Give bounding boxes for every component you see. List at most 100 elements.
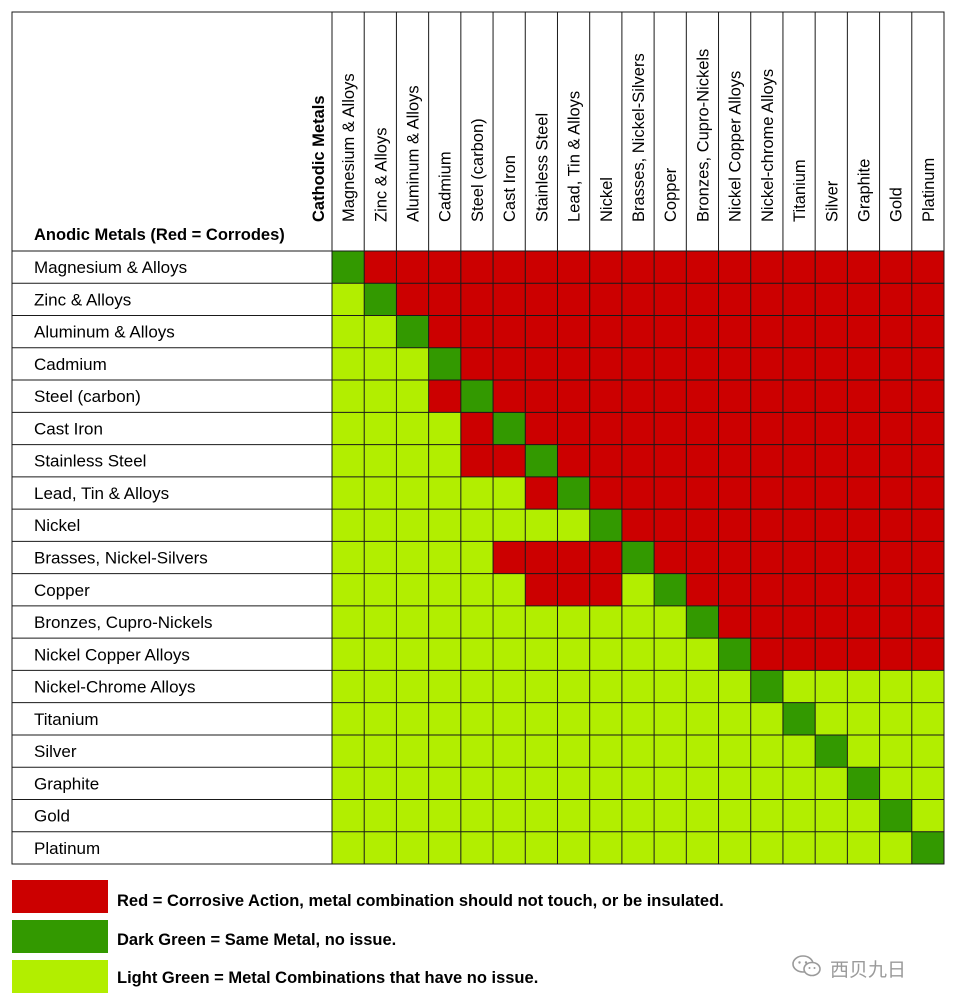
cell-same-metal (364, 283, 397, 316)
cell-no-issue (364, 702, 397, 736)
cell-no-issue (428, 605, 462, 639)
cell-corrosive (557, 573, 590, 607)
cell-corrosive (525, 251, 558, 284)
cell-no-issue (428, 476, 462, 510)
row-label: Gold (34, 807, 70, 826)
cell-corrosive (911, 283, 945, 316)
column-label: Magnesium & Alloys (340, 73, 358, 222)
cell-corrosive (525, 573, 558, 607)
cell-corrosive (815, 283, 848, 316)
cell-corrosive (879, 412, 913, 445)
column-label: Copper (662, 167, 680, 222)
cell-no-issue (911, 799, 945, 833)
cell-corrosive (493, 315, 526, 349)
cell-no-issue (525, 638, 558, 671)
cell-corrosive (621, 380, 655, 413)
cell-corrosive (396, 251, 429, 284)
cell-corrosive (718, 476, 752, 510)
cell-no-issue (396, 444, 429, 478)
cell-corrosive (750, 476, 784, 510)
cell-no-issue (460, 670, 494, 703)
wechat-icon (792, 954, 822, 983)
cell-corrosive (782, 412, 816, 445)
cell-corrosive (750, 638, 784, 671)
column-label: Nickel-chrome Alloys (759, 69, 777, 222)
cell-corrosive (654, 283, 687, 316)
cell-corrosive (460, 412, 494, 445)
cell-corrosive (911, 509, 945, 542)
cell-no-issue (396, 605, 429, 639)
cell-corrosive (847, 573, 880, 607)
cell-corrosive (750, 315, 784, 349)
row-label: Magnesium & Alloys (34, 258, 187, 277)
legend-swatch-no-issue (12, 960, 108, 993)
cell-no-issue (396, 573, 429, 607)
cell-no-issue (428, 767, 462, 800)
cell-corrosive (911, 444, 945, 478)
cell-no-issue (589, 799, 623, 833)
cell-corrosive (782, 509, 816, 542)
cell-corrosive (815, 605, 848, 639)
cell-corrosive (686, 541, 719, 574)
cell-corrosive (686, 251, 719, 284)
cell-no-issue (493, 799, 526, 833)
cell-no-issue (332, 605, 365, 639)
cell-corrosive (557, 347, 590, 381)
cell-no-issue (493, 702, 526, 736)
cell-no-issue (332, 347, 365, 381)
cell-corrosive (750, 283, 784, 316)
cell-no-issue (911, 767, 945, 800)
cell-corrosive (493, 251, 526, 284)
cell-no-issue (332, 638, 365, 671)
cell-no-issue (525, 509, 558, 542)
cell-no-issue (428, 509, 462, 542)
row-label: Titanium (34, 710, 99, 729)
cell-no-issue (718, 670, 752, 703)
cell-no-issue (621, 670, 655, 703)
cell-no-issue (332, 734, 365, 768)
cell-no-issue (815, 670, 848, 703)
column-label: Lead, Tin & Alloys (566, 91, 584, 222)
cell-corrosive (847, 251, 880, 284)
row-label: Stainless Steel (34, 452, 146, 471)
legend-text-corrosive: Red = Corrosive Action, metal combinatio… (117, 892, 724, 910)
column-label: Silver (823, 180, 841, 222)
cell-corrosive (911, 605, 945, 639)
cell-corrosive (782, 315, 816, 349)
cell-corrosive (589, 476, 623, 510)
cell-no-issue (460, 831, 494, 865)
cell-corrosive (654, 315, 687, 349)
cell-corrosive (428, 315, 462, 349)
cell-no-issue (460, 767, 494, 800)
cell-no-issue (332, 315, 365, 349)
cell-no-issue (815, 767, 848, 800)
column-label: Nickel Copper Alloys (727, 71, 745, 222)
cell-corrosive (589, 251, 623, 284)
cell-corrosive (911, 315, 945, 349)
cell-corrosive (654, 347, 687, 381)
cell-corrosive (654, 412, 687, 445)
cell-no-issue (396, 347, 429, 381)
cell-no-issue (621, 702, 655, 736)
column-header-label: Cathodic Metals (310, 95, 328, 222)
cell-corrosive (718, 380, 752, 413)
cell-same-metal (879, 799, 913, 833)
cell-no-issue (525, 767, 558, 800)
cell-corrosive (589, 347, 623, 381)
cell-no-issue (493, 638, 526, 671)
cell-corrosive (718, 283, 752, 316)
cell-corrosive (847, 605, 880, 639)
row-label: Nickel Copper Alloys (34, 645, 190, 664)
cell-corrosive (782, 251, 816, 284)
cell-no-issue (557, 509, 590, 542)
cell-corrosive (750, 251, 784, 284)
cell-no-issue (782, 734, 816, 768)
cell-no-issue (428, 831, 462, 865)
cell-corrosive (847, 509, 880, 542)
cell-no-issue (396, 541, 429, 574)
cell-no-issue (332, 509, 365, 542)
cell-corrosive (782, 638, 816, 671)
cell-no-issue (525, 734, 558, 768)
cell-corrosive (879, 573, 913, 607)
cell-no-issue (847, 831, 880, 865)
